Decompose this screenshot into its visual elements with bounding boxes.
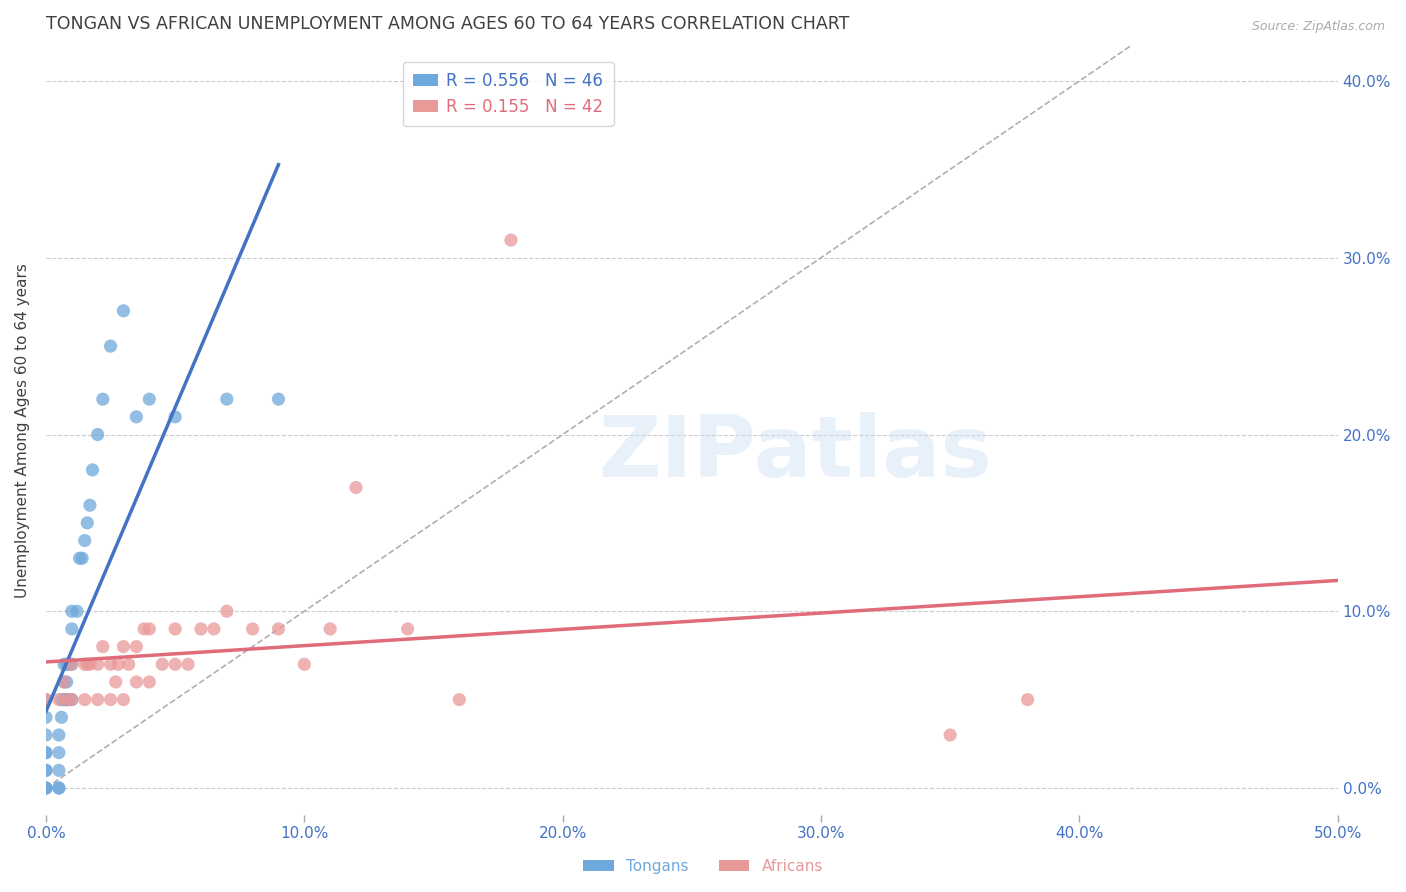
Point	[55, 657, 77, 672]
Point	[165, 622, 187, 636]
Point	[53, 657, 76, 672]
Point	[53, 692, 76, 706]
Point	[939, 728, 962, 742]
Point	[292, 657, 315, 672]
Point	[242, 622, 264, 636]
Point	[112, 692, 135, 706]
Point	[117, 657, 139, 672]
Point	[215, 604, 238, 618]
Point	[138, 622, 160, 636]
Point	[190, 622, 212, 636]
Y-axis label: Unemployment Among Ages 60 to 64 years: Unemployment Among Ages 60 to 64 years	[15, 262, 30, 598]
Point	[125, 409, 148, 424]
Point	[449, 692, 471, 706]
Point	[48, 728, 70, 742]
Point	[134, 622, 156, 636]
Point	[48, 780, 70, 795]
Point	[150, 657, 173, 672]
Point	[60, 692, 83, 706]
Point	[55, 675, 77, 690]
Point	[1017, 692, 1039, 706]
Point	[35, 746, 58, 760]
Point	[267, 392, 290, 406]
Point	[125, 640, 148, 654]
Point	[499, 233, 522, 247]
Legend: R = 0.556   N = 46, R = 0.155   N = 42: R = 0.556 N = 46, R = 0.155 N = 42	[404, 62, 613, 126]
Point	[35, 780, 58, 795]
Point	[138, 392, 160, 406]
Point	[35, 780, 58, 795]
Point	[396, 622, 419, 636]
Point	[177, 657, 200, 672]
Point	[70, 551, 93, 566]
Point	[51, 692, 73, 706]
Point	[73, 657, 96, 672]
Point	[66, 604, 89, 618]
Point	[53, 675, 76, 690]
Point	[112, 640, 135, 654]
Point	[107, 657, 129, 672]
Point	[60, 692, 83, 706]
Point	[35, 692, 58, 706]
Point	[35, 692, 58, 706]
Point	[35, 710, 58, 724]
Point	[35, 764, 58, 778]
Point	[48, 746, 70, 760]
Point	[86, 657, 108, 672]
Point	[86, 427, 108, 442]
Text: Source: ZipAtlas.com: Source: ZipAtlas.com	[1251, 20, 1385, 33]
Point	[60, 657, 83, 672]
Point	[112, 303, 135, 318]
Point	[100, 339, 122, 353]
Point	[35, 764, 58, 778]
Point	[91, 392, 114, 406]
Point	[76, 516, 98, 530]
Point	[69, 551, 91, 566]
Point	[267, 622, 290, 636]
Point	[55, 692, 77, 706]
Point	[60, 604, 83, 618]
Point	[79, 498, 101, 512]
Point	[79, 657, 101, 672]
Point	[104, 675, 127, 690]
Point	[165, 409, 187, 424]
Point	[35, 746, 58, 760]
Point	[125, 675, 148, 690]
Point	[91, 640, 114, 654]
Point	[73, 692, 96, 706]
Point	[58, 692, 80, 706]
Text: ZIPatlas: ZIPatlas	[599, 411, 993, 495]
Legend: Tongans, Africans: Tongans, Africans	[576, 853, 830, 880]
Point	[51, 710, 73, 724]
Point	[319, 622, 342, 636]
Point	[60, 622, 83, 636]
Point	[58, 657, 80, 672]
Point	[202, 622, 225, 636]
Point	[53, 675, 76, 690]
Point	[344, 481, 367, 495]
Point	[60, 657, 83, 672]
Point	[35, 780, 58, 795]
Point	[215, 392, 238, 406]
Point	[100, 657, 122, 672]
Text: TONGAN VS AFRICAN UNEMPLOYMENT AMONG AGES 60 TO 64 YEARS CORRELATION CHART: TONGAN VS AFRICAN UNEMPLOYMENT AMONG AGE…	[46, 15, 849, 33]
Point	[55, 692, 77, 706]
Point	[165, 657, 187, 672]
Point	[35, 728, 58, 742]
Point	[76, 657, 98, 672]
Point	[55, 692, 77, 706]
Point	[138, 675, 160, 690]
Point	[86, 692, 108, 706]
Point	[48, 764, 70, 778]
Point	[73, 533, 96, 548]
Point	[82, 463, 104, 477]
Point	[48, 780, 70, 795]
Point	[48, 692, 70, 706]
Point	[100, 692, 122, 706]
